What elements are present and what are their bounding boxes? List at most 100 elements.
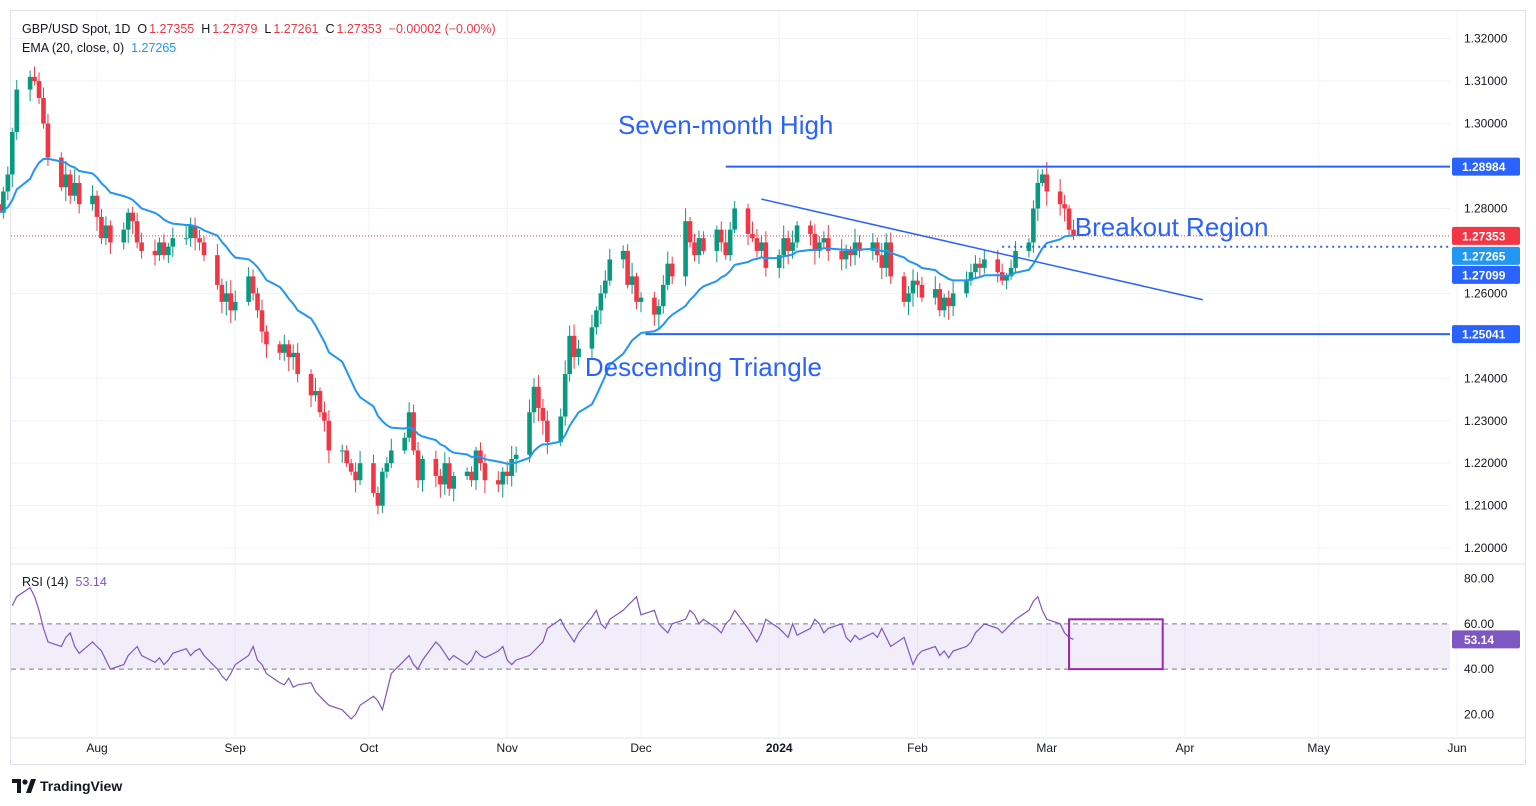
candle xyxy=(919,276,925,302)
candle xyxy=(9,127,15,188)
ema-legend[interactable]: EMA (20, close, 0) 1.27265 xyxy=(22,41,176,55)
candle-body xyxy=(754,238,760,251)
candle-body xyxy=(906,293,911,302)
candle-body xyxy=(90,195,95,205)
candle xyxy=(821,231,827,248)
candle-body xyxy=(1040,174,1045,183)
candle-body xyxy=(464,471,470,476)
candle-body xyxy=(438,475,443,485)
candle-body xyxy=(745,208,751,234)
candle-body xyxy=(821,238,827,243)
candle-body xyxy=(411,412,416,451)
rsi-value-badge: 53.14 xyxy=(1452,630,1520,649)
candle-body xyxy=(353,471,358,481)
candle-body xyxy=(995,259,1001,273)
candle-body xyxy=(536,386,541,409)
candle xyxy=(473,446,479,490)
ema-label: EMA (20, close, 0) xyxy=(22,41,125,55)
candle xyxy=(1062,194,1067,222)
candle-body xyxy=(607,259,613,281)
candle-body xyxy=(723,242,729,256)
candle-body xyxy=(259,310,265,332)
candle-body xyxy=(857,242,862,251)
candle xyxy=(295,343,300,383)
candle-body xyxy=(567,335,572,375)
candle-body xyxy=(638,297,644,302)
candle xyxy=(290,344,296,370)
candle xyxy=(166,242,171,263)
candle-body xyxy=(589,327,595,349)
low-label: L xyxy=(264,22,272,36)
time-tick-label: May xyxy=(1307,741,1330,755)
candle-body xyxy=(1,191,6,213)
candle-body xyxy=(973,263,978,273)
candle-body xyxy=(634,276,639,302)
candle xyxy=(0,204,2,213)
candle-body xyxy=(883,242,889,268)
candle-body xyxy=(513,454,519,459)
symbol-label[interactable]: GBP/USD Spot, 1D xyxy=(22,22,131,36)
candle-body xyxy=(629,276,635,285)
candle-body xyxy=(406,412,412,438)
candle-body xyxy=(603,280,608,294)
candle-body xyxy=(473,450,479,481)
candle xyxy=(375,486,381,515)
rsi-legend[interactable]: RSI (14) 53.14 xyxy=(22,575,107,589)
candle xyxy=(629,262,635,294)
candle-body xyxy=(901,276,907,302)
candle-body xyxy=(763,242,769,268)
candle-body xyxy=(125,212,131,230)
candle-body xyxy=(562,374,568,417)
candle xyxy=(665,251,671,291)
candle xyxy=(852,228,858,266)
candle xyxy=(1031,200,1036,253)
candle-body xyxy=(402,437,407,451)
candle xyxy=(937,283,943,317)
candle-body xyxy=(59,157,64,188)
price-tick-label: 1.30000 xyxy=(1464,117,1508,131)
candle xyxy=(669,256,675,285)
candle xyxy=(607,248,613,286)
candle xyxy=(63,161,69,201)
tradingview-logo[interactable]: TradingView xyxy=(12,778,122,794)
candle-body xyxy=(67,174,73,196)
candle xyxy=(589,314,595,360)
candle xyxy=(183,224,189,246)
candle-body xyxy=(339,450,345,452)
price-badge-bg xyxy=(1452,325,1520,344)
candle xyxy=(41,87,46,129)
candle xyxy=(317,387,323,418)
candle xyxy=(406,402,412,443)
candle xyxy=(531,378,537,424)
candle-body xyxy=(825,238,831,251)
candle xyxy=(353,462,358,493)
candle-body xyxy=(620,250,626,260)
candle-body xyxy=(72,182,78,196)
tradingview-logo-icon xyxy=(12,779,36,793)
candle xyxy=(157,237,162,261)
price-badge-text: 1.27353 xyxy=(1462,229,1506,243)
candle xyxy=(134,212,140,249)
candle-body xyxy=(932,289,938,298)
candle xyxy=(571,324,577,369)
candle-body xyxy=(317,391,323,413)
candle xyxy=(246,267,251,306)
candle xyxy=(692,233,697,262)
candle-body xyxy=(652,297,657,315)
price-badge-text: 1.28984 xyxy=(1462,160,1506,174)
candle xyxy=(603,270,608,299)
candle xyxy=(76,175,82,214)
candle xyxy=(509,445,514,487)
candle xyxy=(500,467,506,498)
candle xyxy=(1044,162,1050,206)
candle xyxy=(313,378,318,402)
candle xyxy=(808,220,813,246)
close-label: C xyxy=(325,22,335,36)
candle xyxy=(344,445,350,468)
candle-body xyxy=(660,284,666,307)
candle-body xyxy=(5,174,11,192)
candle-body xyxy=(41,98,46,124)
time-tick-label: Jun xyxy=(1447,741,1466,755)
chart-frame[interactable] xyxy=(10,10,1526,765)
